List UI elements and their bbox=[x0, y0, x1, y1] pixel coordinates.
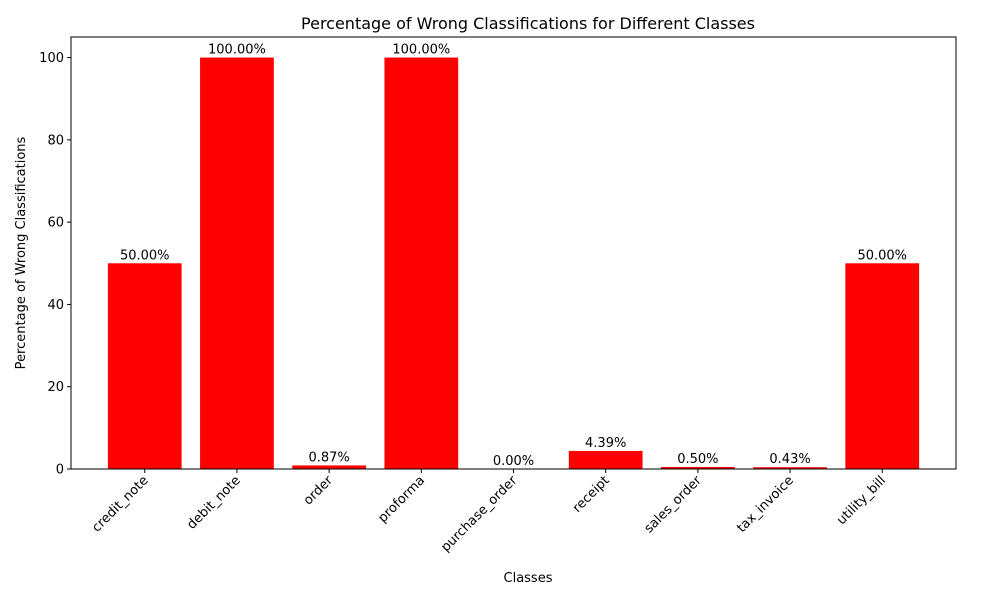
data-labels-group: 50.00% 100.00% 0.87% 100.00% 0.00% 4.39% 0.50%… bbox=[120, 43, 907, 469]
x-tick-label-purchase_order: purchase_order bbox=[438, 473, 520, 555]
x-tick-label-utility_bill: utility_bill bbox=[834, 473, 889, 528]
y-tick-label-0: 0 bbox=[56, 463, 64, 478]
data-label-utility_bill: 50.00% bbox=[857, 248, 907, 263]
bar-proforma bbox=[384, 57, 459, 469]
data-label-credit_note: 50.00% bbox=[120, 248, 170, 263]
x-tick-label-order: order bbox=[301, 473, 337, 509]
data-label-sales_order: 0.50% bbox=[677, 452, 718, 467]
y-tick-label-60: 60 bbox=[47, 216, 64, 231]
y-tick-label-20: 20 bbox=[47, 380, 64, 395]
x-tick-label-credit_note: credit_note bbox=[89, 473, 151, 535]
x-tick-label-debit_note: debit_note bbox=[184, 473, 243, 532]
bar-sales_order bbox=[661, 466, 735, 469]
y-tick-label-100: 100 bbox=[39, 51, 64, 66]
x-axis-label: Classes bbox=[504, 571, 553, 586]
data-label-receipt: 4.39% bbox=[585, 436, 626, 451]
x-tick-label-receipt: receipt bbox=[570, 473, 613, 516]
data-label-tax_invoice: 0.43% bbox=[769, 452, 810, 467]
y-tick-label-80: 80 bbox=[47, 133, 64, 148]
chart-title: Percentage of Wrong Classifications for … bbox=[301, 14, 755, 33]
data-label-proforma: 100.00% bbox=[392, 43, 450, 58]
data-label-debit_note: 100.00% bbox=[208, 43, 266, 58]
y-tick-label-40: 40 bbox=[47, 298, 64, 313]
x-tick-label-sales_order: sales_order bbox=[642, 473, 706, 537]
y-axis: 0 20 40 60 80 100 bbox=[39, 51, 71, 478]
bar-tax_invoice bbox=[753, 467, 827, 469]
data-label-order: 0.87% bbox=[308, 450, 349, 465]
y-axis-label: Percentage of Wrong Classifications bbox=[14, 136, 29, 369]
bar-credit_note bbox=[107, 263, 182, 469]
x-axis: credit_note debit_note order proforma purcha… bbox=[89, 469, 889, 555]
bar-debit_note bbox=[200, 57, 274, 469]
data-label-purchase_order: 0.00% bbox=[493, 454, 534, 469]
x-tick-label-proforma: proforma bbox=[375, 473, 428, 526]
bars-group bbox=[107, 57, 920, 469]
bar-order bbox=[292, 465, 366, 469]
plot-frame bbox=[70, 36, 957, 470]
bar-receipt bbox=[568, 450, 643, 469]
x-tick-label-tax_invoice: tax_invoice bbox=[734, 473, 797, 536]
bar-utility_bill bbox=[845, 263, 920, 469]
